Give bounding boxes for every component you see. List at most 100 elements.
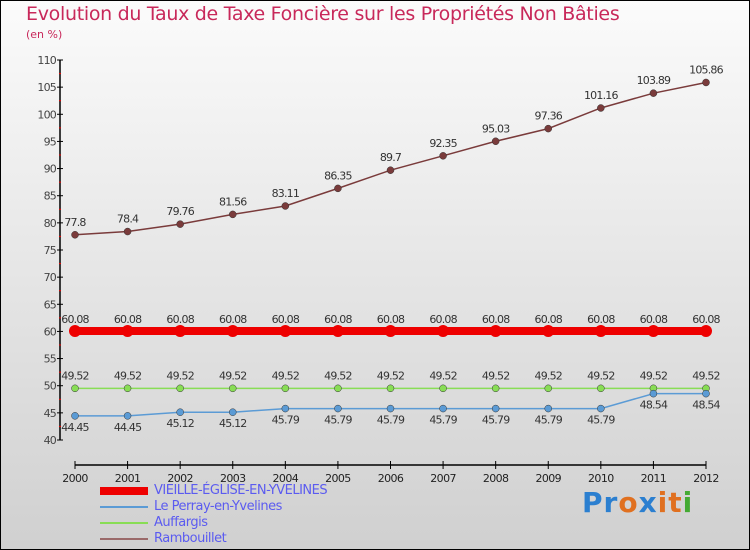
data-label: 49.52 (61, 369, 89, 382)
x-tick-label: 2004 (273, 472, 299, 485)
data-point (281, 202, 290, 210)
data-point (700, 324, 712, 337)
y-tick-label: 80 (44, 217, 57, 230)
data-label: 45.79 (587, 414, 615, 427)
legend-swatch-auffargis (100, 522, 148, 524)
x-tick-label: 2008 (483, 472, 509, 485)
data-label: 49.52 (377, 369, 405, 382)
data-label: 49.52 (535, 369, 563, 382)
data-label: 60.08 (272, 313, 300, 326)
data-point (702, 389, 710, 398)
data-label: 92.35 (429, 137, 457, 150)
data-label: 49.52 (692, 369, 720, 382)
data-point (384, 324, 397, 337)
data-label: 60.08 (219, 313, 247, 326)
data-point (226, 324, 239, 337)
x-tick-label: 2009 (535, 472, 561, 485)
data-label: 81.56 (219, 195, 247, 208)
x-tick-label: 2005 (325, 472, 351, 485)
y-tick-label: 85 (44, 190, 57, 203)
data-point (386, 404, 395, 413)
legend-label-rambouillet: Rambouillet (154, 531, 227, 546)
data-point (597, 104, 605, 112)
data-point (544, 384, 552, 393)
data-label: 60.08 (587, 313, 615, 326)
data-point (334, 384, 342, 393)
data-label: 60.08 (692, 313, 720, 326)
x-tick-label: 2012 (693, 472, 719, 485)
data-point (334, 184, 342, 193)
data-label: 48.54 (692, 399, 720, 412)
data-label: 49.52 (640, 369, 668, 382)
series-line-1 (75, 392, 706, 417)
data-label: 60.08 (535, 313, 563, 326)
legend-swatch-le-perray (100, 506, 148, 508)
data-label: 60.08 (61, 313, 89, 326)
data-point (69, 324, 81, 337)
legend-label-auffargis: Auffargis (154, 515, 208, 530)
proxiti-logo: Proxiti (582, 486, 693, 519)
data-label: 45.12 (166, 417, 194, 430)
logo-letter: x (638, 486, 658, 519)
legend-swatch-rambouillet (100, 538, 148, 540)
data-label: 49.52 (587, 369, 615, 382)
data-label: 48.54 (640, 399, 668, 412)
legend-label-le-perray: Le Perray-en-Yvelines (154, 499, 282, 514)
legend-swatch-vieille-eglise (100, 487, 148, 495)
data-label: 101.16 (584, 89, 618, 102)
x-tick-label: 2011 (641, 472, 667, 485)
x-tick-label: 2007 (430, 472, 456, 485)
y-tick-label: 95 (44, 135, 57, 148)
data-point (71, 231, 79, 239)
data-label: 60.08 (166, 313, 194, 326)
chart-title: Evolution du Taux de Taxe Foncière sur l… (26, 3, 620, 25)
data-point (597, 404, 605, 413)
y-tick-label: 60 (44, 325, 57, 338)
data-label: 78.4 (117, 213, 139, 226)
x-tick-label: 2010 (588, 472, 614, 485)
y-tick-label: 50 (44, 380, 57, 393)
data-point (229, 210, 237, 219)
data-label: 60.08 (324, 313, 352, 326)
logo-letter: r (603, 486, 619, 519)
logo-letter: t (668, 486, 683, 519)
data-point (491, 137, 500, 146)
data-point (491, 384, 500, 393)
data-label: 97.36 (535, 110, 563, 123)
data-label: 60.08 (482, 313, 510, 326)
x-tick-label: 2003 (220, 472, 246, 485)
data-label: 45.79 (482, 414, 510, 427)
y-tick-label: 75 (44, 244, 57, 257)
data-point (439, 152, 447, 160)
data-label: 44.45 (114, 421, 142, 434)
data-point (121, 324, 134, 337)
data-label: 45.79 (429, 414, 457, 427)
data-point (597, 384, 605, 393)
data-label: 45.79 (272, 414, 300, 427)
data-label: 89.7 (380, 151, 402, 164)
data-point (491, 404, 500, 413)
data-point (229, 384, 237, 393)
data-label: 60.08 (114, 313, 142, 326)
data-point (489, 324, 502, 337)
data-point (386, 166, 395, 174)
data-point (649, 389, 658, 398)
data-label: 45.12 (219, 417, 247, 430)
data-point (123, 227, 132, 236)
data-label: 60.08 (377, 313, 405, 326)
data-point (229, 408, 237, 416)
data-point (331, 324, 344, 337)
data-point (647, 324, 660, 337)
data-label: 49.52 (166, 369, 194, 382)
data-point (386, 384, 395, 393)
logo-letter: P (582, 486, 604, 519)
data-label: 60.08 (429, 313, 457, 326)
y-tick-label: 65 (44, 298, 57, 311)
data-label: 83.11 (272, 187, 300, 200)
data-label: 79.76 (166, 205, 194, 218)
data-label: 45.79 (324, 414, 352, 427)
data-point (702, 78, 710, 87)
data-point (334, 404, 342, 413)
data-label: 49.52 (114, 369, 142, 382)
